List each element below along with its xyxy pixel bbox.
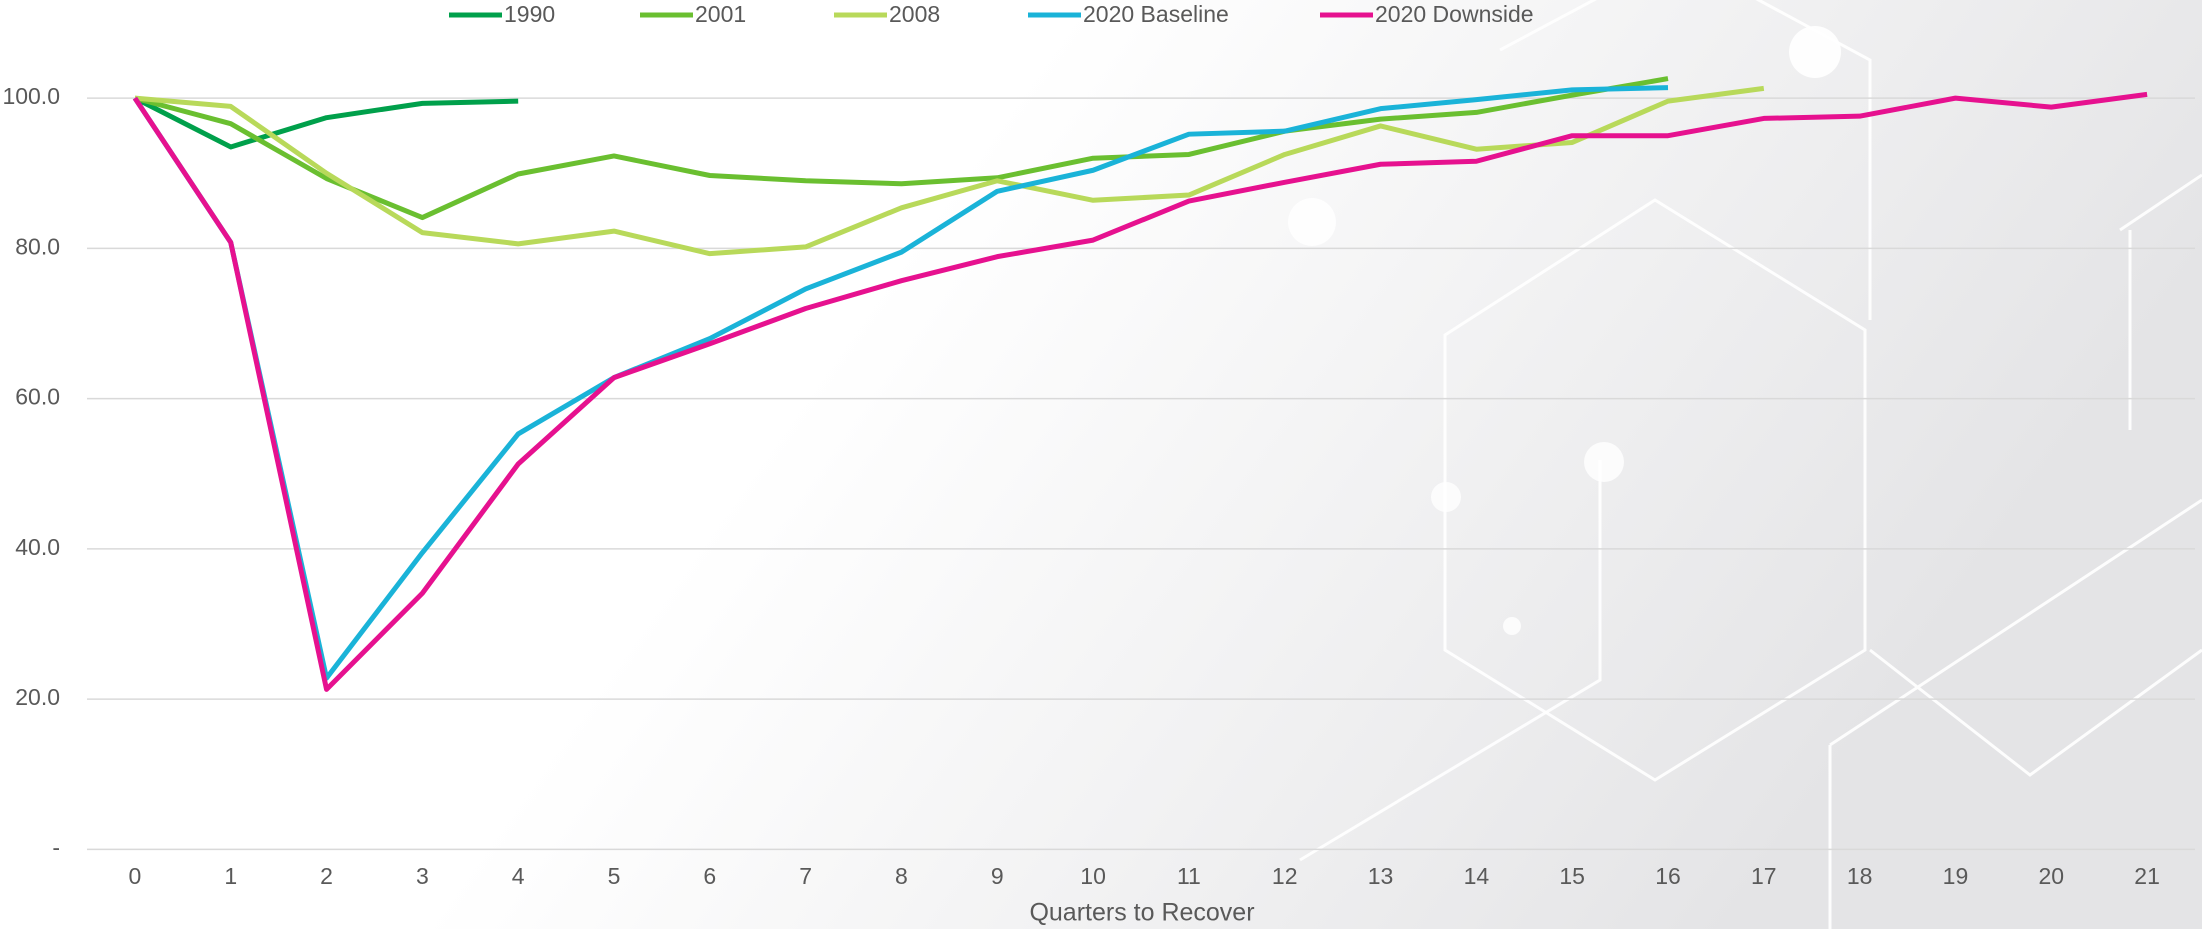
- series-line: [134, 76, 1669, 221]
- x-tick-label: 8: [895, 863, 908, 889]
- legend-label: 2001: [695, 1, 746, 27]
- series-line: [132, 85, 1669, 681]
- x-tick-label: 19: [1943, 863, 1969, 889]
- x-tick-label: 3: [416, 863, 429, 889]
- series-line: [134, 85, 1765, 257]
- x-tick-label: 4: [512, 863, 525, 889]
- x-tick-label: 5: [608, 863, 621, 889]
- x-tick-label: 6: [703, 863, 716, 889]
- x-tick-label: 14: [1464, 863, 1490, 889]
- x-tick-label: 15: [1559, 863, 1585, 889]
- y-tick-label: 80.0: [15, 233, 60, 259]
- x-tick-label: 18: [1847, 863, 1873, 889]
- decoration: [1288, 0, 2202, 929]
- x-tick-label: 9: [991, 863, 1004, 889]
- series-line: [132, 91, 2148, 692]
- x-tick-label: 2: [320, 863, 333, 889]
- y-tick-label: -: [52, 834, 60, 860]
- x-tick-label: 20: [2038, 863, 2064, 889]
- y-tick-label: 60.0: [15, 384, 60, 410]
- legend-label: 2020 Downside: [1375, 1, 1534, 27]
- legend-label: 2020 Baseline: [1083, 1, 1229, 27]
- x-tick-label: 16: [1655, 863, 1681, 889]
- x-tick-label: 12: [1272, 863, 1298, 889]
- y-tick-label: 40.0: [15, 534, 60, 560]
- y-tick-label: 20.0: [15, 684, 60, 710]
- x-tick-label: 13: [1368, 863, 1394, 889]
- x-tick-label: 0: [129, 863, 142, 889]
- x-tick-label: 21: [2134, 863, 2160, 889]
- x-tick-label: 10: [1080, 863, 1106, 889]
- x-tick-label: 11: [1177, 863, 1201, 889]
- x-tick-label: 7: [799, 863, 812, 889]
- legend-label: 1990: [504, 1, 555, 27]
- x-tick-label: 17: [1751, 863, 1777, 889]
- series-line: [133, 95, 519, 150]
- x-tick-label: 1: [224, 863, 237, 889]
- legend-label: 2008: [889, 1, 940, 27]
- y-tick-label: 100.0: [2, 83, 60, 109]
- x-axis-title: Quarters to Recover: [1029, 899, 1254, 927]
